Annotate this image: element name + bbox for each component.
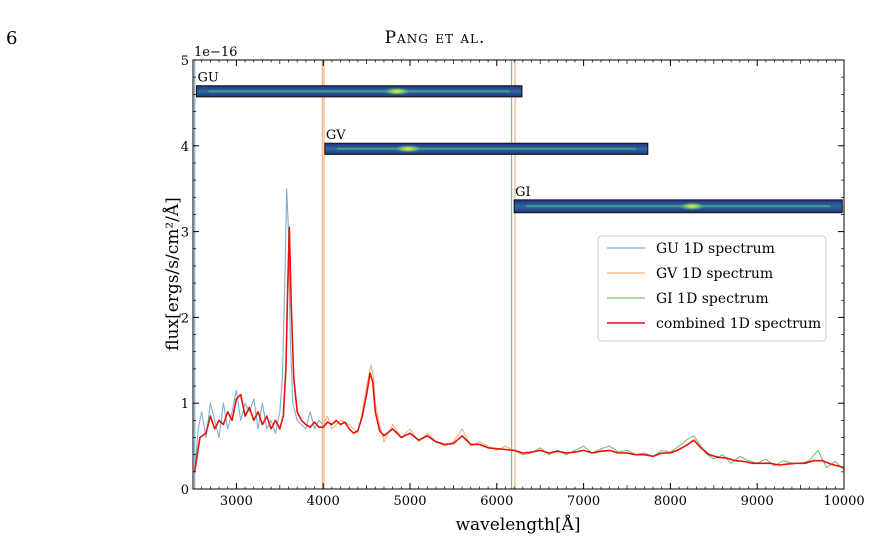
x-tick-label-2: 5000 <box>393 494 426 509</box>
y-tick-label-2: 2 <box>181 311 189 326</box>
strip-label-0: GU <box>197 71 218 86</box>
running-head: Pang et al. <box>384 28 486 48</box>
x-axis-label: wavelength[Å] <box>455 514 580 535</box>
strip-label-1: GV <box>326 128 346 143</box>
legend-label-0: GU 1D spectrum <box>656 241 775 257</box>
x-tick-label-6: 9000 <box>741 494 774 509</box>
x-tick-label-5: 8000 <box>654 494 687 509</box>
strip-label-2: GI <box>515 185 531 200</box>
strip-gu: GU <box>195 71 523 98</box>
legend-label-2: GI 1D spectrum <box>656 291 769 307</box>
strip-gi: GI <box>513 185 843 214</box>
y-tick-label-0: 0 <box>181 483 189 498</box>
y-axis-label: flux[ergs/s/cm²/Å] <box>162 197 183 351</box>
legend-label-1: GV 1D spectrum <box>656 266 773 282</box>
y-scale-label: 1e−16 <box>194 45 237 60</box>
series-line-1 <box>322 364 515 451</box>
y-tick-label-5: 5 <box>181 54 189 69</box>
x-tick-label-0: 3000 <box>220 494 253 509</box>
legend: GU 1D spectrum GV 1D spectrum GI 1D spectr… <box>597 235 827 342</box>
y-tick-label-3: 3 <box>181 226 189 241</box>
y-tick-label-4: 4 <box>181 140 189 155</box>
plot-frame <box>192 59 845 490</box>
x-tick-label-4: 7000 <box>567 494 600 509</box>
x-tick-label-3: 6000 <box>480 494 513 509</box>
strip-peak-0 <box>382 87 411 96</box>
x-tick-label-1: 4000 <box>307 494 340 509</box>
y-tick-label-1: 1 <box>181 397 189 412</box>
strip-peak-2 <box>678 202 707 211</box>
series-line-0 <box>194 188 324 472</box>
legend-box <box>597 235 827 342</box>
strip-peak-1 <box>394 144 423 153</box>
legend-label-3: combined 1D spectrum <box>656 316 821 332</box>
series-line-3 <box>193 226 844 472</box>
page-number: 6 <box>6 28 18 49</box>
strip-gv: GV <box>324 128 649 155</box>
x-tick-label-7: 10000 <box>823 494 864 509</box>
